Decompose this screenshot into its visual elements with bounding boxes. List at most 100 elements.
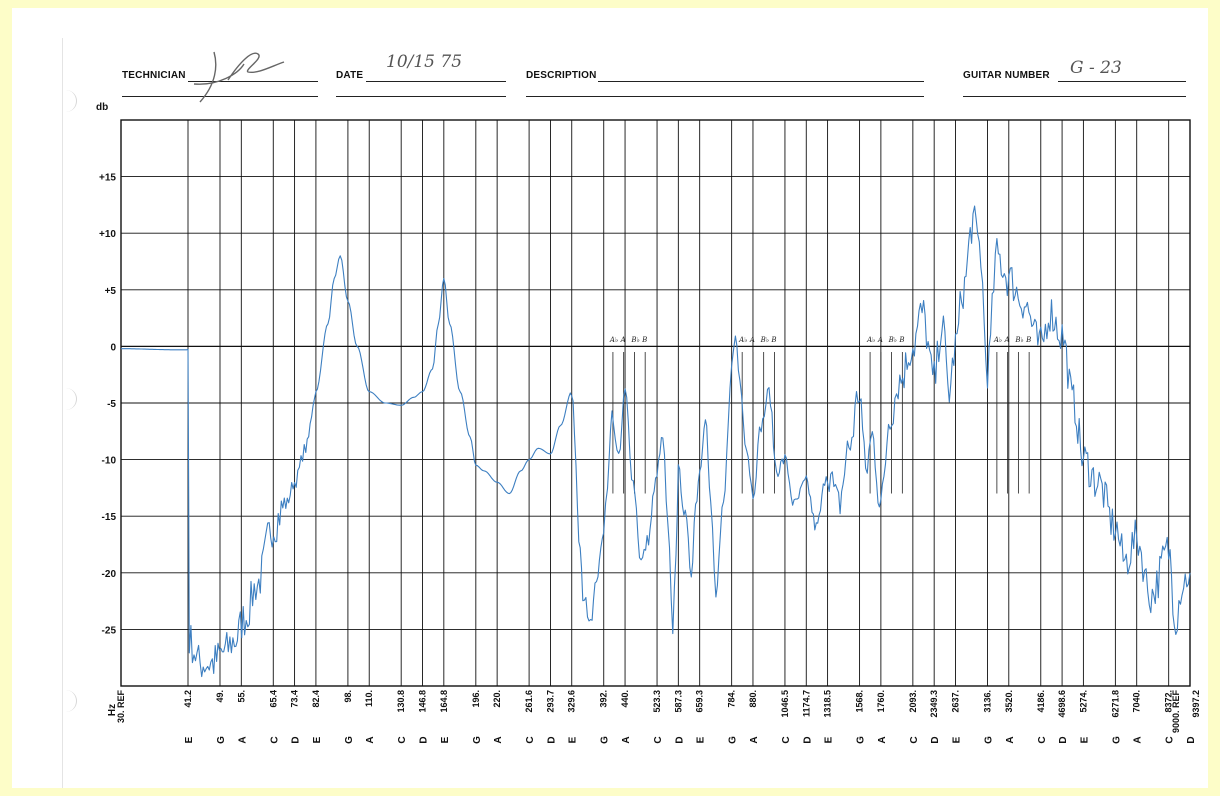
x-note-label: A bbox=[237, 736, 248, 743]
harmonic-marker-label: B bbox=[898, 336, 904, 344]
y-tick-label: -15 bbox=[102, 512, 117, 523]
x-note-label: E bbox=[696, 736, 707, 743]
x-tick-label: 392. bbox=[599, 690, 609, 708]
y-tick-label: -10 bbox=[102, 456, 117, 467]
chart-annotations: A♭ A B♭ B A♭ A B♭ B A♭ A B♭ B A♭ A B♭ B bbox=[609, 336, 1031, 494]
guitar-number-line bbox=[1058, 81, 1186, 82]
x-note-label: E bbox=[312, 736, 323, 743]
harmonic-marker-label: B♭ bbox=[888, 336, 897, 344]
guitar-number-underline bbox=[963, 96, 1186, 97]
x-tick-label: 440. bbox=[620, 690, 630, 708]
y-tick-label: +15 bbox=[99, 173, 116, 184]
x-axis-label: Hz bbox=[107, 704, 118, 716]
technician-label: TECHNICIAN bbox=[122, 70, 186, 81]
x-note-label: A bbox=[621, 736, 632, 743]
x-note-label: A bbox=[1005, 736, 1016, 743]
chart-series bbox=[121, 205, 1191, 678]
x-note-label: C bbox=[397, 736, 408, 743]
x-tick-label: 9397.2 bbox=[1191, 690, 1201, 718]
x-tick-label: 55. bbox=[236, 690, 246, 703]
x-tick-label: 1046.5 bbox=[780, 690, 790, 718]
x-note-label: A bbox=[365, 736, 376, 743]
x-tick-label: 3520. bbox=[1004, 690, 1014, 713]
harmonic-marker-label: B bbox=[1025, 336, 1031, 344]
x-tick-label: 7040. bbox=[1132, 690, 1142, 713]
x-note-label: G bbox=[216, 736, 227, 744]
x-note-label: C bbox=[525, 736, 536, 743]
harmonic-marker-label: A♭ bbox=[993, 336, 1002, 344]
harmonic-marker-label: A bbox=[620, 336, 626, 344]
x-note-label: A bbox=[493, 736, 504, 743]
x-tick-label: 523.3 bbox=[652, 690, 662, 713]
x-tick-label: 220. bbox=[492, 690, 502, 708]
x-note-label: D bbox=[1186, 736, 1197, 743]
x-note-label: E bbox=[1079, 736, 1090, 743]
x-note-label: G bbox=[472, 736, 483, 744]
date-underline bbox=[336, 96, 506, 97]
technician-underline bbox=[122, 96, 318, 97]
x-tick-label: 65.4 bbox=[268, 690, 278, 708]
x-note-label: G bbox=[856, 736, 867, 744]
harmonic-marker-label: B bbox=[770, 336, 776, 344]
punch-hole-bottom bbox=[62, 690, 77, 712]
x-tick-label: 293.7 bbox=[545, 690, 555, 713]
date-label: DATE bbox=[336, 70, 364, 81]
x-tick-label: 3136. bbox=[982, 690, 992, 713]
harmonic-marker-label: B♭ bbox=[760, 336, 769, 344]
harmonic-marker-label: B♭ bbox=[1014, 336, 1023, 344]
x-note-label: D bbox=[930, 736, 941, 743]
x-note-label: G bbox=[344, 736, 355, 744]
y-tick-label: 0 bbox=[110, 342, 116, 353]
x-note-label: D bbox=[418, 736, 429, 743]
x-tick-label: 146.8 bbox=[417, 690, 427, 713]
x-note-label: D bbox=[546, 736, 557, 743]
x-tick-label: 1318.5 bbox=[823, 690, 833, 718]
harmonic-marker-label: B♭ bbox=[630, 336, 639, 344]
y-axis-label: db bbox=[96, 102, 108, 113]
x-tick-label: 4698.6 bbox=[1057, 690, 1067, 718]
x-tick-label: 1174.7 bbox=[801, 690, 811, 717]
x-tick-label: 6271.8 bbox=[1110, 690, 1120, 718]
x-tick-label: 30. REF bbox=[116, 690, 126, 724]
x-tick-label: 110. bbox=[364, 690, 374, 707]
x-note-label: G bbox=[728, 736, 739, 744]
x-note-label: G bbox=[1111, 736, 1122, 744]
description-line bbox=[598, 81, 924, 82]
x-note-label: E bbox=[568, 736, 579, 743]
y-tick-label: -20 bbox=[102, 569, 117, 580]
x-tick-label: 587.3 bbox=[673, 690, 683, 713]
y-tick-label: +5 bbox=[105, 286, 117, 297]
x-note-label: C bbox=[781, 736, 792, 743]
x-tick-label: 130.8 bbox=[396, 690, 406, 713]
x-tick-label: 4186. bbox=[1036, 690, 1046, 713]
x-tick-label: 98. bbox=[343, 690, 353, 703]
x-tick-label: 196. bbox=[471, 690, 481, 708]
description-label: DESCRIPTION bbox=[526, 70, 597, 81]
margin-rule bbox=[62, 38, 63, 788]
harmonic-marker-label: A bbox=[1004, 336, 1010, 344]
x-tick-label: 784. bbox=[727, 690, 737, 708]
x-tick-label: 329.6 bbox=[567, 690, 577, 713]
x-note-label: E bbox=[951, 736, 962, 743]
date-line bbox=[366, 81, 506, 82]
harmonic-marker-label: B bbox=[641, 336, 647, 344]
technician-signature bbox=[193, 51, 285, 103]
x-note-label: C bbox=[1165, 736, 1176, 743]
chart-labels: +15 +10 +5 0 -5 -10 -15 -20 -25 db 30. REF 41.2 E 49.… bbox=[96, 102, 1201, 744]
x-tick-label: 2637. bbox=[950, 690, 960, 713]
x-note-label: C bbox=[909, 736, 920, 743]
x-note-label: C bbox=[269, 736, 280, 743]
technician-line bbox=[188, 81, 318, 82]
x-note-label: D bbox=[674, 736, 685, 743]
x-note-label: C bbox=[1037, 736, 1048, 743]
punch-hole-top bbox=[62, 90, 77, 112]
chart-grid bbox=[120, 119, 1191, 687]
harmonic-marker-label: A bbox=[749, 336, 755, 344]
guitar-number-value: G - 23 bbox=[1070, 58, 1122, 78]
x-tick-label: 49. bbox=[215, 690, 225, 703]
description-underline bbox=[526, 96, 924, 97]
harmonic-marker-label: A♭ bbox=[866, 336, 875, 344]
x-tick-label: 880. bbox=[748, 690, 758, 708]
x-note-label: E bbox=[184, 736, 195, 743]
